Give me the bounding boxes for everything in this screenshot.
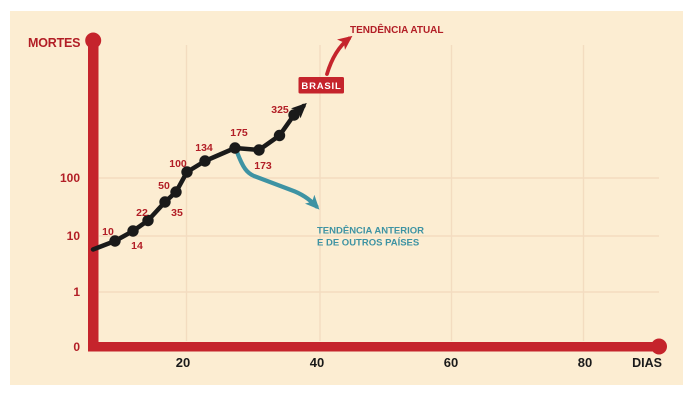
point-label-134: 134 — [195, 142, 213, 154]
data-point — [109, 235, 121, 247]
chart-panel — [10, 11, 683, 385]
x-axis-end-cap — [651, 338, 667, 355]
data-point — [229, 142, 241, 154]
point-label-14: 14 — [131, 240, 143, 252]
data-point — [142, 214, 154, 227]
point-label-175: 175 — [230, 127, 248, 139]
y-tick-1: 1 — [73, 285, 80, 299]
data-point — [170, 186, 182, 198]
brasil-tag-label: BRASIL — [301, 81, 341, 92]
axes — [85, 32, 667, 355]
current-trend-arrow — [325, 35, 353, 76]
previous-trend-label-line2: E DE OUTROS PAÍSES — [317, 238, 419, 249]
previous-trend-label-line1: TENDÊNCIA ANTERIOR — [317, 225, 424, 237]
y-tick-10: 10 — [67, 229, 81, 243]
data-point — [288, 109, 300, 121]
data-points — [109, 109, 300, 247]
brasil-tag-box — [298, 77, 344, 94]
previous-trend-arrow — [234, 149, 320, 210]
point-label-100: 100 — [169, 158, 187, 170]
data-point — [127, 225, 139, 237]
x-tick-20: 20 — [176, 355, 190, 370]
point-label-325: 325 — [271, 104, 289, 116]
x-tick-40: 40 — [310, 355, 324, 370]
point-label-50: 50 — [158, 180, 170, 192]
data-point — [199, 155, 211, 167]
x-axis — [88, 342, 659, 352]
point-label-10: 10 — [102, 226, 114, 238]
point-labels: 10 14 22 35 50 100 134 175 173 325 — [102, 104, 289, 252]
y-tick-0: 0 — [73, 340, 80, 354]
point-label-173: 173 — [254, 160, 272, 172]
x-tick-60: 60 — [444, 355, 458, 370]
brasil-tag: BRASIL — [298, 77, 344, 94]
y-axis-title: MORTES — [28, 36, 80, 50]
data-point — [253, 144, 265, 156]
y-tick-100: 100 — [60, 171, 80, 185]
gridlines — [99, 45, 659, 341]
data-point — [159, 196, 171, 208]
point-label-22: 22 — [136, 207, 148, 219]
point-label-35: 35 — [171, 207, 183, 219]
y-axis-end-cap — [85, 32, 102, 49]
x-axis-title: DIAS — [632, 356, 662, 370]
x-tick-80: 80 — [578, 355, 592, 370]
data-point — [273, 129, 286, 142]
y-axis — [88, 40, 99, 352]
data-point — [181, 166, 193, 178]
current-trend-label: TENDÊNCIA ATUAL — [350, 23, 444, 36]
